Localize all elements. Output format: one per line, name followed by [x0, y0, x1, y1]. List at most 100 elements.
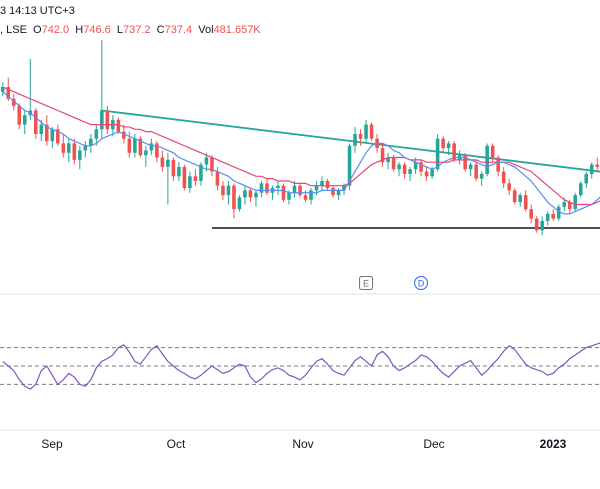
candle-body [567, 202, 572, 210]
candle-body [105, 110, 110, 130]
candle-body [292, 185, 297, 193]
candle-body [89, 138, 93, 146]
candle-body [490, 145, 495, 158]
candle-body [496, 157, 500, 172]
candle-body [127, 138, 132, 153]
candle-body [39, 124, 44, 134]
candle-body [584, 173, 589, 184]
exchange-text: , LSE [0, 24, 27, 36]
candle-body [386, 157, 390, 163]
candle-body [254, 192, 258, 198]
candle-body [22, 115, 27, 125]
candle-body [556, 206, 561, 219]
ohlc-close: C737.4 [156, 24, 193, 36]
candle-body [380, 148, 385, 163]
candle-body [67, 143, 71, 153]
candle-body [298, 185, 302, 196]
candle-body [303, 195, 308, 200]
candle-body [237, 197, 242, 210]
candle-body [413, 162, 418, 170]
candle-body [122, 131, 126, 139]
x-tick-label: Nov [292, 437, 314, 451]
candle-body [336, 190, 341, 196]
candle-body [94, 129, 99, 139]
candle-body [116, 119, 121, 132]
candle-body [391, 157, 396, 170]
candle-body [265, 183, 269, 193]
candle-body [562, 202, 567, 207]
candle-body [512, 190, 517, 203]
candle-body [182, 166, 187, 189]
candle-body [446, 143, 451, 149]
candle-body [523, 195, 528, 210]
candle-body [45, 124, 49, 142]
candle-body [435, 138, 440, 170]
candle-body [50, 129, 55, 142]
header-ohlc: , LSE O742.0 H746.6 L737.2 C737.4 Vol481… [0, 24, 261, 36]
earnings-marker[interactable]: E [359, 276, 374, 290]
candle-body [474, 164, 478, 179]
candle-body [485, 145, 489, 174]
candle-body [369, 124, 374, 139]
candle-body [419, 162, 423, 172]
candle-body [408, 169, 412, 174]
candle-body [56, 129, 60, 144]
moving-average-slow [2, 86, 600, 206]
ohlc-open: O742.0 [33, 24, 70, 36]
candle-body [545, 213, 550, 221]
candle-body [100, 110, 104, 130]
datetime-text: 3 14:13 UTC+3 [0, 5, 75, 17]
candle-body [320, 181, 324, 186]
candle-body [468, 164, 473, 170]
candle-body [424, 171, 429, 177]
candle-body [11, 98, 16, 106]
dividend-marker[interactable]: D [414, 276, 429, 290]
candle-body [573, 195, 578, 210]
x-tick-label: 2023 [539, 437, 567, 451]
ohlc-high: H746.6 [75, 24, 111, 36]
candle-body [83, 145, 88, 151]
candle-body [171, 159, 176, 177]
candle-body [243, 190, 247, 198]
candle-body [479, 173, 484, 179]
candle-body [507, 183, 511, 191]
x-tick-label: Oct [166, 437, 186, 451]
candle-body [551, 213, 555, 219]
candle-body [78, 150, 82, 160]
candle-body [0, 87, 5, 92]
candle-body [215, 171, 220, 186]
x-tick-label: Dec [423, 437, 445, 451]
candle-body [155, 143, 159, 158]
candle-body [138, 138, 143, 156]
ohlc-volume: Vol481.657K [198, 24, 261, 36]
candle-body [347, 145, 352, 186]
candle-body [149, 143, 154, 151]
candle-body [17, 105, 22, 125]
candle-body [314, 185, 319, 191]
candle-body [61, 143, 66, 153]
candle-body [501, 171, 506, 184]
candle-body [589, 164, 594, 174]
candle-body [6, 87, 11, 99]
candle-body [534, 218, 539, 231]
candle-body [188, 176, 192, 189]
candle-body [309, 190, 313, 200]
candle-body [259, 183, 264, 193]
candle-body [397, 164, 401, 170]
oscillator-line [2, 342, 600, 390]
candle-body [193, 176, 198, 181]
candle-body [402, 164, 407, 174]
candle-body [353, 134, 357, 146]
candle-body [281, 185, 286, 200]
candle-body [226, 185, 231, 196]
candle-body [72, 143, 77, 160]
candle-body [342, 185, 346, 191]
ohlc-low: L737.2 [116, 24, 151, 36]
candle-body [325, 181, 330, 189]
candle-body [232, 185, 236, 210]
candle-body [287, 192, 291, 200]
event-marker-label: D [418, 279, 425, 289]
candle-body [177, 166, 181, 177]
